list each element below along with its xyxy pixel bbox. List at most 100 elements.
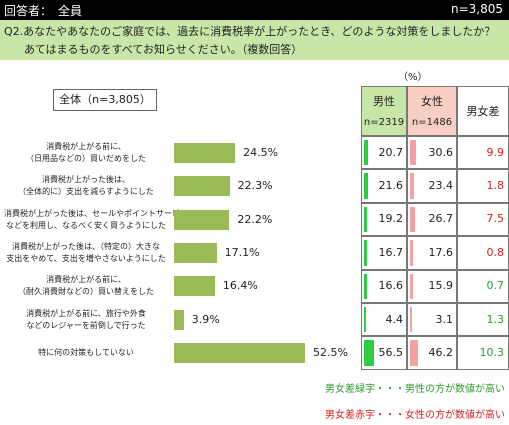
overall-bar [174, 176, 230, 197]
female-cell: 23.4 [407, 169, 457, 203]
category-label-line: （日用品などの）買いだめをした [26, 153, 146, 163]
category-label: 消費税が上がる前に、 （日用品などの）買いだめをした [4, 141, 168, 165]
diff-value: 0.8 [486, 245, 505, 259]
category-label-line: 支出をやめて、支出を増やさないようにした [6, 253, 166, 263]
overall-value: 52.5% [313, 346, 348, 360]
female-value: 17.6 [428, 245, 454, 259]
male-value: 20.7 [378, 145, 404, 159]
male-cell: 16.7 [361, 236, 407, 270]
male-bar [364, 273, 367, 299]
diff-cell: 10.3 [457, 336, 509, 370]
diff-value: 7.5 [486, 212, 505, 226]
diff-value: 9.9 [486, 145, 505, 159]
female-bar [410, 140, 416, 166]
unit-label: （%） [398, 72, 428, 83]
diff-cell: 9.9 [457, 136, 509, 170]
female-cell: 26.7 [407, 202, 457, 237]
category-label-line: 消費税が上がった後は、セールやポイントサービス [4, 208, 188, 218]
male-bar [364, 307, 366, 333]
female-bar [410, 206, 415, 233]
legend-red: 男女差赤字・・・女性の方が数値が高い [325, 410, 505, 421]
diff-header: 男女差 [466, 105, 500, 118]
male-bar [364, 240, 367, 266]
overall-bar [174, 209, 230, 230]
diff-cell: 0.8 [457, 236, 509, 270]
category-label-line: 消費税が上がった後は、 [42, 175, 130, 185]
category-label-line: 消費税が上がった後は、（特定の）大きな [12, 241, 160, 251]
sample-size-label: n=3,805 [450, 2, 503, 16]
female-header: 女性 [421, 95, 443, 108]
overall-value: 22.3% [237, 179, 273, 193]
category-label-line: 消費税が上がる前に、旅行や外食 [26, 308, 146, 318]
diff-cell: 0.7 [457, 269, 509, 303]
question-box: Q2.あなたやあなたのご家庭では、過去に消費税率が上がったとき、どのような対策を… [0, 20, 509, 60]
male-cell: 4.4 [361, 303, 407, 337]
male-cell: 56.5 [361, 336, 407, 370]
male-n: n=2319 [363, 117, 405, 128]
category-label-line: 特に何の対策もしていない [38, 348, 134, 358]
category-label: 消費税が上がった後は、（特定の）大きな 支出をやめて、支出を増やさないようにした [4, 241, 168, 265]
category-label: 消費税が上がる前に、旅行や外食 などのレジャーを前倒しで行った [4, 308, 168, 332]
overall-bar [174, 276, 215, 297]
overall-value: 17.1% [224, 245, 260, 259]
category-label-line: などを利用し、なるべく安く買うようにした [6, 220, 166, 230]
legend-green: 男女差緑字・・・男性の方が数値が高い [325, 384, 505, 395]
male-value: 16.6 [378, 279, 404, 293]
diff-cell: 1.8 [457, 169, 509, 203]
question-line-2: あてはまるものをすべてお知らせください。（複数回答） [24, 43, 303, 56]
male-value: 4.4 [385, 312, 404, 326]
diff-value: 0.7 [486, 279, 505, 293]
male-bar [364, 340, 375, 366]
category-label-line: 消費税が上がる前に、 [46, 275, 126, 285]
male-bar [364, 206, 368, 233]
diff-value: 1.8 [486, 179, 505, 193]
category-label-line: （耐久消費財などの）買い替えをした [18, 287, 154, 297]
diff-cell: 1.3 [457, 303, 509, 337]
female-cell: 3.1 [407, 303, 457, 337]
female-cell: 46.2 [407, 336, 457, 370]
category-label: 消費税が上がった後は、セールやポイントサービス などを利用し、なるべく安く買うよう… [4, 208, 188, 232]
female-bar [410, 240, 414, 266]
female-bar [410, 273, 413, 299]
male-value: 19.2 [378, 212, 404, 226]
female-value: 46.2 [428, 346, 454, 360]
female-bar [410, 340, 419, 366]
female-value: 15.9 [428, 279, 454, 293]
female-value: 26.7 [428, 212, 454, 226]
overall-value: 22.2% [237, 212, 273, 226]
female-value: 23.4 [428, 179, 454, 193]
female-n: n=1486 [411, 117, 453, 128]
male-bar [364, 173, 368, 199]
male-header-cell: 男性 n=2319 [361, 86, 407, 136]
overall-value: 3.9% [191, 312, 220, 326]
male-cell: 21.6 [361, 169, 407, 203]
female-value: 3.1 [435, 312, 454, 326]
male-cell: 19.2 [361, 202, 407, 237]
male-value: 16.7 [378, 245, 404, 259]
respondents-label: 回答者： 全員 [4, 4, 83, 18]
male-bar [364, 140, 368, 166]
overall-bar [174, 343, 305, 364]
male-value: 56.5 [378, 346, 404, 360]
overall-value: 16.4% [222, 279, 258, 293]
female-cell: 17.6 [407, 236, 457, 270]
overall-label: 全体（n=3,805） [53, 89, 157, 111]
gender-table: 男性 n=2319 女性 n=1486 男女差 20.7 30.6 9.9 21.6 2… [361, 86, 509, 371]
female-bar [410, 173, 415, 199]
category-label-line: （全体的に）支出を減らすようにした [18, 187, 154, 197]
question-line-1: Q2.あなたやあなたのご家庭では、過去に消費税率が上がったとき、どのような対策を… [4, 25, 496, 38]
overall-value: 24.5% [243, 145, 279, 159]
header-bar: 回答者： 全員 n=3,805 [0, 0, 509, 20]
female-value: 30.6 [428, 145, 454, 159]
category-label: 消費税が上がる前に、 （耐久消費財などの）買い替えをした [4, 274, 168, 298]
female-cell: 30.6 [407, 136, 457, 170]
female-bar [410, 307, 412, 333]
category-label-line: 消費税が上がる前に、 [46, 141, 126, 151]
category-label: 消費税が上がった後は、 （全体的に）支出を減らすようにした [4, 174, 168, 198]
female-cell: 15.9 [407, 269, 457, 303]
category-label: 特に何の対策もしていない [4, 347, 168, 359]
overall-bar [174, 242, 217, 263]
category-label-line: などのレジャーを前倒しで行った [26, 320, 146, 330]
diff-header-cell: 男女差 [457, 86, 509, 136]
diff-value: 1.3 [486, 312, 505, 326]
